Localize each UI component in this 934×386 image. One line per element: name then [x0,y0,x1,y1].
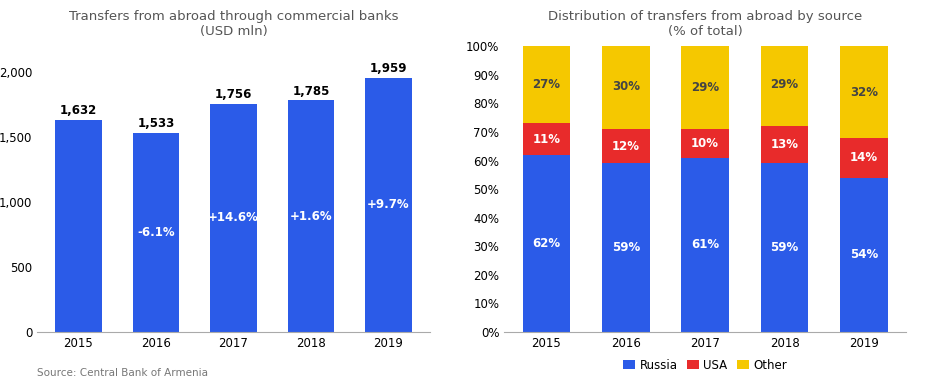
Bar [365,78,412,332]
Text: 54%: 54% [850,248,878,261]
Bar [523,155,571,332]
Text: 12%: 12% [612,140,640,153]
Text: 10%: 10% [691,137,719,150]
Bar [602,129,650,163]
Text: 30%: 30% [612,80,640,93]
Text: 29%: 29% [771,78,799,91]
Bar [133,133,179,332]
Bar [840,138,887,178]
Text: 32%: 32% [850,86,878,98]
Text: +14.6%: +14.6% [208,212,259,225]
Text: 29%: 29% [691,81,719,94]
Bar [840,46,887,138]
Legend: Russia, USA, Other: Russia, USA, Other [618,354,792,376]
Bar [523,46,571,124]
Bar [760,126,808,163]
Bar [55,120,102,332]
Text: 1,959: 1,959 [370,62,407,75]
Bar [760,163,808,332]
Text: Source: Central Bank of Armenia: Source: Central Bank of Armenia [37,368,208,378]
Bar [840,178,887,332]
Text: 61%: 61% [691,238,719,251]
Bar [288,100,334,332]
Title: Transfers from abroad through commercial banks
(USD mln): Transfers from abroad through commercial… [69,10,398,38]
Text: 62%: 62% [532,237,560,250]
Text: 1,785: 1,785 [292,85,330,98]
Text: 27%: 27% [532,78,560,91]
Bar [682,158,729,332]
Bar [523,124,571,155]
Bar [682,46,729,129]
Bar [210,104,257,332]
Title: Distribution of transfers from abroad by source
(% of total): Distribution of transfers from abroad by… [548,10,862,38]
Text: 14%: 14% [850,151,878,164]
Text: 1,756: 1,756 [215,88,252,102]
Text: 13%: 13% [771,138,799,151]
Bar [602,44,650,129]
Text: 1,632: 1,632 [60,105,97,117]
Bar [602,163,650,332]
Text: 59%: 59% [771,241,799,254]
Text: -6.1%: -6.1% [137,226,175,239]
Text: +1.6%: +1.6% [290,210,333,223]
Bar [682,129,729,158]
Text: 59%: 59% [612,241,640,254]
Text: 11%: 11% [532,133,560,146]
Text: 1,533: 1,533 [137,117,175,130]
Bar [760,44,808,126]
Text: +9.7%: +9.7% [367,198,410,211]
